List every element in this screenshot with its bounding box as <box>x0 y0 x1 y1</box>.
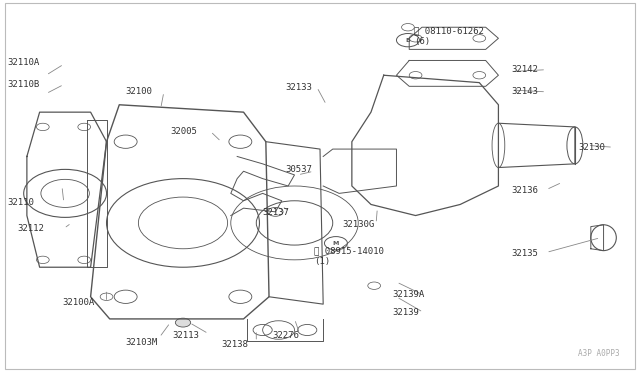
Text: 32133: 32133 <box>285 83 312 92</box>
Text: 32136: 32136 <box>511 186 538 195</box>
Circle shape <box>175 318 191 327</box>
Text: 32139: 32139 <box>392 308 419 317</box>
Text: 32130: 32130 <box>578 143 605 152</box>
Text: 32113: 32113 <box>172 331 199 340</box>
Text: 32143: 32143 <box>511 87 538 96</box>
Text: 32142: 32142 <box>511 65 538 74</box>
Text: Ⓑ 08110-61262
(6): Ⓑ 08110-61262 (6) <box>414 27 484 46</box>
Text: 32100: 32100 <box>125 87 152 96</box>
Text: 32110: 32110 <box>8 198 35 207</box>
Text: 32100A: 32100A <box>62 298 94 307</box>
Text: 32138: 32138 <box>221 340 248 349</box>
Text: A3P A0PP3: A3P A0PP3 <box>578 349 620 358</box>
Text: 32110B: 32110B <box>8 80 40 89</box>
Text: 32103M: 32103M <box>125 339 158 347</box>
Text: 32110A: 32110A <box>8 58 40 67</box>
Text: 32135: 32135 <box>511 249 538 258</box>
Text: 30537: 30537 <box>285 165 312 174</box>
Text: 32112: 32112 <box>17 224 44 233</box>
Text: ⓜ 08915-14010
(1): ⓜ 08915-14010 (1) <box>314 247 383 266</box>
Text: 32139A: 32139A <box>392 291 424 299</box>
Text: 32130G: 32130G <box>342 220 374 229</box>
Text: B: B <box>406 38 410 43</box>
Text: 32005: 32005 <box>170 127 197 136</box>
Text: 32276: 32276 <box>272 331 299 340</box>
Text: 32137: 32137 <box>262 208 289 217</box>
Text: M: M <box>333 241 339 246</box>
